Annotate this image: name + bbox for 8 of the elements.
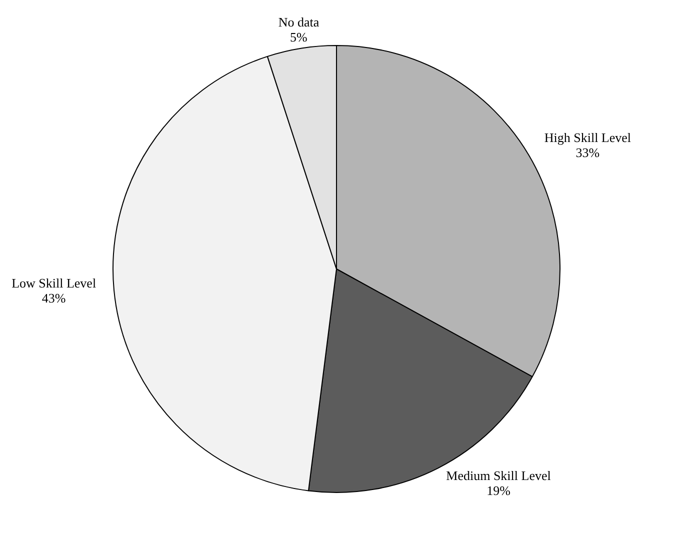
data-label: 33%	[576, 144, 600, 160]
slice-label: High Skill Level	[544, 130, 632, 145]
slice-label: Medium Skill Level	[446, 468, 552, 484]
data-label: 19%	[486, 483, 511, 498]
data-label: 43%	[42, 290, 66, 306]
slice-label: Low Skill Level	[12, 276, 96, 291]
data-label: 5%	[290, 29, 308, 44]
slice-label: No data	[278, 14, 320, 30]
